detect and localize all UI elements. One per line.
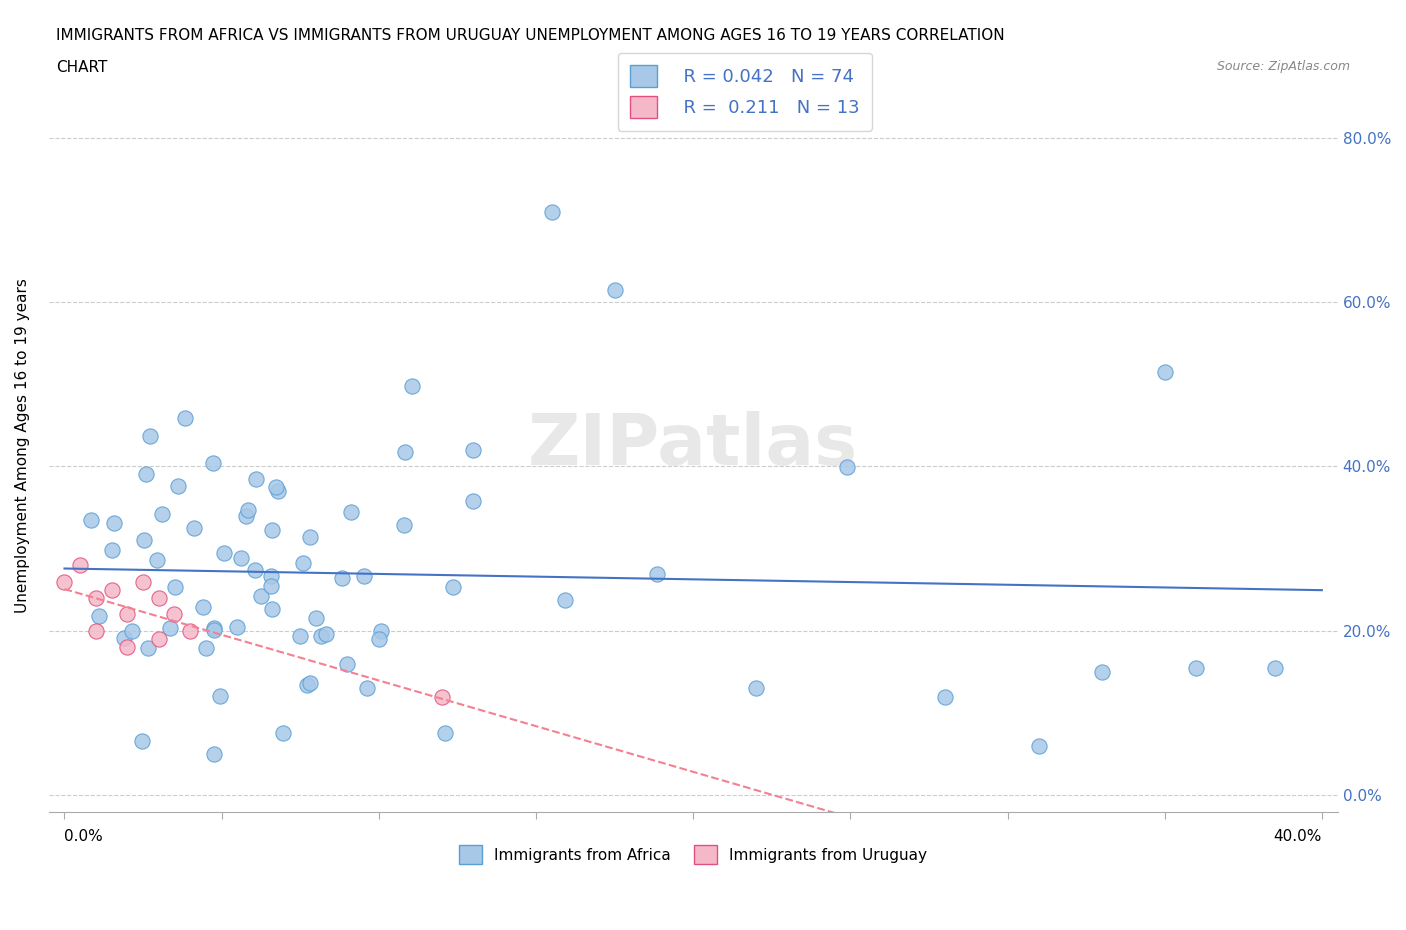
Point <box>336 657 359 671</box>
Point <box>401 379 423 393</box>
Text: Source: ZipAtlas.com: Source: ZipAtlas.com <box>1216 60 1350 73</box>
Point <box>121 623 143 638</box>
Point <box>271 725 294 740</box>
Point <box>208 688 231 703</box>
Point <box>117 640 139 655</box>
Point <box>434 725 457 740</box>
Point <box>235 509 257 524</box>
Point <box>299 675 322 690</box>
Point <box>117 607 139 622</box>
Point <box>394 445 416 459</box>
Point <box>356 681 378 696</box>
Point <box>69 558 91 573</box>
Point <box>53 574 76 589</box>
Point <box>934 689 956 704</box>
Text: ZIPatlas: ZIPatlas <box>529 411 858 481</box>
Point <box>461 493 484 508</box>
Point <box>101 542 124 557</box>
Text: 0.0%: 0.0% <box>65 829 103 844</box>
Point <box>835 460 858 475</box>
Point <box>79 512 101 527</box>
Point <box>179 623 201 638</box>
Point <box>367 631 389 646</box>
Point <box>112 631 135 645</box>
Point <box>163 607 186 622</box>
Point <box>1028 738 1050 753</box>
Point <box>392 517 415 532</box>
Point <box>245 472 267 486</box>
Point <box>250 589 273 604</box>
Text: IMMIGRANTS FROM AFRICA VS IMMIGRANTS FROM URUGUAY UNEMPLOYMENT AMONG AGES 16 TO : IMMIGRANTS FROM AFRICA VS IMMIGRANTS FRO… <box>56 28 1005 43</box>
Point <box>139 429 162 444</box>
Point <box>288 629 311 644</box>
Point <box>212 546 235 561</box>
Point <box>292 556 315 571</box>
Point <box>260 523 283 538</box>
Point <box>370 624 392 639</box>
Point <box>145 552 167 567</box>
Point <box>148 631 170 646</box>
Point <box>243 563 266 578</box>
Point <box>202 620 225 635</box>
Point <box>136 641 159 656</box>
Point <box>167 479 190 494</box>
Point <box>430 689 453 704</box>
Point <box>226 619 249 634</box>
Point <box>260 602 283 617</box>
Point <box>260 578 283 593</box>
Legend: Immigrants from Africa, Immigrants from Uruguay: Immigrants from Africa, Immigrants from … <box>453 839 934 870</box>
Point <box>1185 660 1208 675</box>
Text: 40.0%: 40.0% <box>1274 829 1322 844</box>
Point <box>135 467 157 482</box>
Point <box>315 627 337 642</box>
Point <box>540 205 562 219</box>
Point <box>298 529 321 544</box>
Point <box>163 579 186 594</box>
Point <box>84 623 107 638</box>
Point <box>1264 660 1286 675</box>
Point <box>202 622 225 637</box>
Point <box>645 567 668 582</box>
Point <box>191 600 214 615</box>
Point <box>202 456 225 471</box>
Point <box>150 507 173 522</box>
Point <box>131 734 153 749</box>
Point <box>330 570 353 585</box>
Point <box>554 592 576 607</box>
Point <box>84 591 107 605</box>
Point <box>1153 365 1175 379</box>
Point <box>441 579 464 594</box>
Point <box>267 484 290 498</box>
Point <box>202 746 225 761</box>
Point <box>745 681 768 696</box>
Point <box>1091 665 1114 680</box>
Y-axis label: Unemployment Among Ages 16 to 19 years: Unemployment Among Ages 16 to 19 years <box>15 278 30 613</box>
Point <box>103 515 125 530</box>
Point <box>174 410 197 425</box>
Point <box>132 533 155 548</box>
Point <box>195 640 218 655</box>
Point <box>340 505 363 520</box>
Point <box>309 629 332 644</box>
Point <box>183 520 205 535</box>
Point <box>266 480 288 495</box>
Point <box>353 568 375 583</box>
Point <box>463 443 485 458</box>
Point <box>132 574 155 589</box>
Point <box>295 678 318 693</box>
Point <box>89 608 111 623</box>
Point <box>159 621 181 636</box>
Point <box>100 582 122 597</box>
Point <box>148 591 170 605</box>
Point <box>231 551 253 566</box>
Point <box>305 610 328 625</box>
Point <box>260 569 283 584</box>
Text: CHART: CHART <box>56 60 108 75</box>
Point <box>238 502 260 517</box>
Point <box>603 283 626 298</box>
